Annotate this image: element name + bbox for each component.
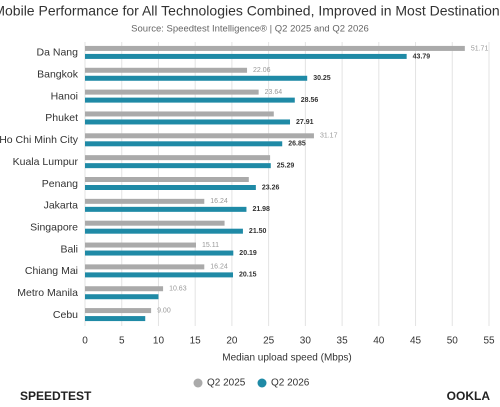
y-tick-label: Kuala Lumpur bbox=[13, 156, 79, 168]
y-tick-label: Jakarta bbox=[44, 200, 79, 212]
x-tick-label: 30 bbox=[300, 336, 312, 347]
bar bbox=[85, 286, 164, 292]
legend-marker bbox=[193, 378, 203, 388]
footer-logo: SPEEDTEST bbox=[20, 389, 92, 403]
x-tick-label: 20 bbox=[226, 336, 238, 347]
bar bbox=[85, 272, 234, 278]
y-tick-label: Bangkok bbox=[37, 69, 79, 81]
bar bbox=[85, 133, 314, 139]
data-label: 16.24 bbox=[210, 264, 228, 271]
y-tick-label: Singapore bbox=[30, 221, 78, 233]
data-label: 10.63 bbox=[169, 286, 187, 293]
data-label: 23.64 bbox=[265, 89, 283, 96]
x-tick-label: 25 bbox=[263, 336, 275, 347]
data-label: 28.56 bbox=[301, 97, 319, 104]
bar bbox=[85, 45, 465, 51]
bar bbox=[85, 89, 259, 95]
data-label: 51.71 bbox=[471, 45, 489, 52]
chart-title: Mobile Performance for All Technologies … bbox=[0, 3, 500, 19]
data-label: 31.17 bbox=[320, 133, 338, 140]
y-tick-label: Bali bbox=[60, 243, 78, 255]
bar bbox=[85, 141, 283, 147]
legend-label: Q2 2025 bbox=[207, 378, 246, 389]
x-tick-label: 40 bbox=[373, 336, 385, 347]
x-tick-label: 15 bbox=[190, 336, 202, 347]
data-label: 15.11 bbox=[202, 242, 219, 249]
y-tick-label: Chiang Mai bbox=[25, 265, 78, 277]
bar bbox=[85, 220, 225, 226]
x-tick-label: 55 bbox=[483, 336, 495, 347]
bar bbox=[85, 228, 243, 234]
data-label: 22.06 bbox=[253, 67, 271, 74]
data-label: 27.91 bbox=[296, 119, 314, 126]
data-label: 30.25 bbox=[313, 75, 331, 82]
x-tick-label: 45 bbox=[410, 336, 422, 347]
y-tick-label: Ho Chi Minh City bbox=[0, 134, 79, 146]
chart-subtitle: Source: Speedtest Intelligence® | Q2 202… bbox=[131, 24, 369, 35]
bar bbox=[85, 250, 234, 256]
data-label: 20.15 bbox=[239, 272, 257, 279]
data-label: 23.26 bbox=[262, 184, 280, 191]
y-tick-label: Metro Manila bbox=[17, 287, 78, 299]
data-label: 20.19 bbox=[239, 250, 257, 257]
bar bbox=[85, 177, 249, 182]
data-label: 21.98 bbox=[252, 206, 270, 213]
x-tick-label: 50 bbox=[447, 336, 459, 347]
footer-logo: OOKLA bbox=[447, 389, 491, 403]
y-tick-label: Da Nang bbox=[37, 47, 79, 59]
bar bbox=[85, 206, 247, 212]
bar bbox=[85, 111, 274, 117]
x-tick-label: 35 bbox=[337, 336, 349, 347]
data-label: 26.85 bbox=[288, 141, 306, 148]
data-label: 25.29 bbox=[277, 162, 295, 169]
legend-label: Q2 2026 bbox=[271, 378, 310, 389]
y-tick-label: Cebu bbox=[53, 309, 78, 321]
data-label: 21.50 bbox=[249, 228, 267, 235]
bar bbox=[85, 155, 271, 161]
bar bbox=[85, 75, 308, 81]
y-tick-label: Penang bbox=[42, 178, 78, 190]
bar bbox=[85, 97, 295, 103]
bar bbox=[85, 264, 205, 270]
legend-marker bbox=[257, 378, 267, 388]
x-axis-label: Median upload speed (Mbps) bbox=[222, 353, 352, 364]
x-tick-label: 5 bbox=[119, 336, 125, 347]
bar bbox=[85, 163, 271, 169]
bar bbox=[85, 185, 256, 190]
bar bbox=[85, 198, 205, 204]
data-label: 16.24 bbox=[210, 198, 228, 205]
bar bbox=[85, 119, 291, 125]
bar bbox=[85, 316, 146, 322]
y-tick-label: Hanoi bbox=[51, 90, 78, 102]
x-tick-label: 10 bbox=[153, 336, 165, 347]
bar bbox=[85, 67, 248, 73]
bar bbox=[85, 53, 407, 59]
bar bbox=[85, 242, 196, 248]
bar bbox=[85, 294, 159, 300]
bar bbox=[85, 308, 152, 314]
y-tick-label: Phuket bbox=[45, 112, 78, 124]
data-label: 9.00 bbox=[157, 307, 171, 314]
x-tick-label: 0 bbox=[82, 336, 88, 347]
data-label: 43.79 bbox=[413, 53, 431, 60]
